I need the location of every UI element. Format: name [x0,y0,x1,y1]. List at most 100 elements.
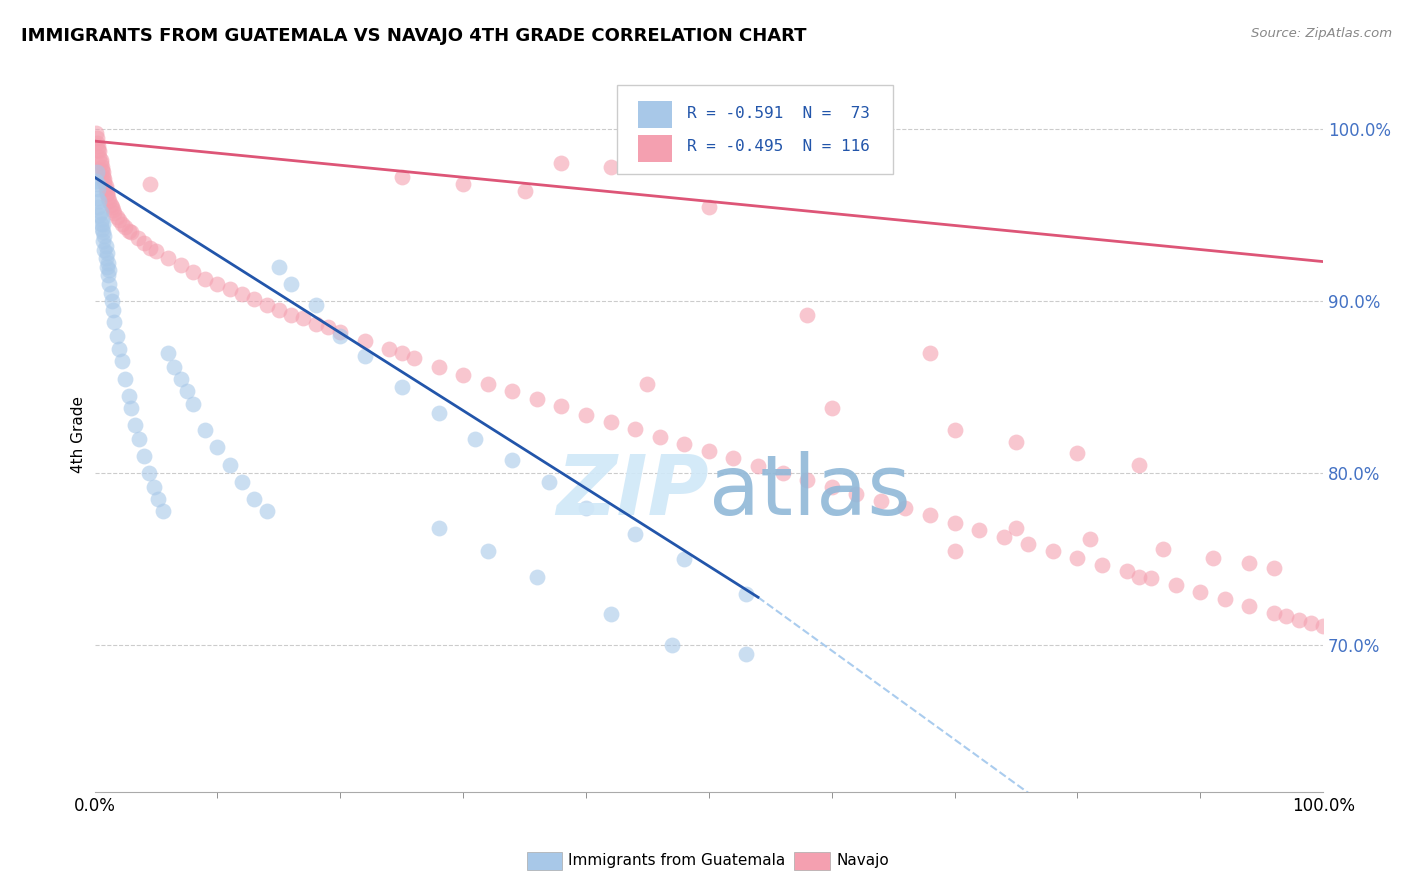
Point [427,359,450,374]
Point [821,401,844,415]
Point [402,351,425,365]
Point [181,397,204,411]
Point [105,210,128,224]
Point [636,376,658,391]
Point [118,389,141,403]
Point [169,258,191,272]
Point [1005,435,1028,450]
Point [91,225,114,239]
Point [87,177,110,191]
Point [86,191,108,205]
Point [94,182,117,196]
Point [550,399,572,413]
Point [845,487,868,501]
Point [142,480,165,494]
Point [1115,565,1137,579]
Point [648,430,671,444]
Text: R = -0.495  N = 116: R = -0.495 N = 116 [686,139,870,154]
Point [243,492,266,507]
Point [86,165,108,179]
Text: R = -0.591  N =  73: R = -0.591 N = 73 [686,106,870,121]
Point [1078,532,1101,546]
Point [1091,558,1114,572]
Point [97,268,120,283]
Point [87,143,110,157]
Point [1140,571,1163,585]
Point [100,200,122,214]
Point [538,475,561,489]
Point [101,302,124,317]
Point [378,343,401,357]
FancyBboxPatch shape [617,85,893,174]
Point [1201,550,1223,565]
Point [697,444,720,458]
Point [772,467,794,481]
Point [267,260,290,274]
Point [943,516,966,531]
Point [100,285,122,300]
Point [1189,585,1212,599]
Point [316,320,339,334]
Point [108,213,131,227]
Point [1128,458,1150,472]
Point [451,368,474,383]
Point [796,308,818,322]
Point [124,418,146,433]
Point [114,371,136,385]
Point [114,220,136,235]
Point [292,311,315,326]
Point [599,415,621,429]
Point [132,449,155,463]
Point [100,294,122,309]
Point [89,150,111,164]
Point [747,459,769,474]
Point [1066,445,1088,459]
Point [943,423,966,437]
Point [91,165,114,179]
Point [207,277,229,291]
Point [120,225,142,239]
Point [84,126,107,140]
Point [139,177,162,191]
Point [231,287,253,301]
Point [624,526,647,541]
Point [501,452,523,467]
Point [218,282,240,296]
Point [1263,606,1285,620]
Point [391,380,413,394]
Point [734,587,756,601]
Point [329,325,352,339]
Point [796,473,818,487]
Point [993,530,1015,544]
Point [1275,609,1298,624]
Point [157,346,180,360]
Point [91,163,114,178]
Point [869,493,891,508]
Point [697,200,720,214]
Point [231,475,253,489]
Point [181,265,204,279]
Point [673,552,696,566]
Point [94,178,117,193]
Point [464,432,486,446]
Point [91,211,114,226]
Point [98,263,121,277]
Point [91,217,114,231]
Point [918,508,941,522]
Point [138,467,160,481]
Point [354,334,377,348]
Point [1213,591,1236,606]
Point [575,408,598,422]
Point [100,198,122,212]
Point [1299,615,1322,630]
Point [110,217,132,231]
Point [723,450,745,465]
Text: ZIP: ZIP [557,451,709,533]
Point [207,441,229,455]
Point [894,500,917,515]
Point [132,235,155,250]
Point [1164,578,1187,592]
Point [1042,543,1064,558]
Point [599,160,621,174]
Point [243,293,266,307]
